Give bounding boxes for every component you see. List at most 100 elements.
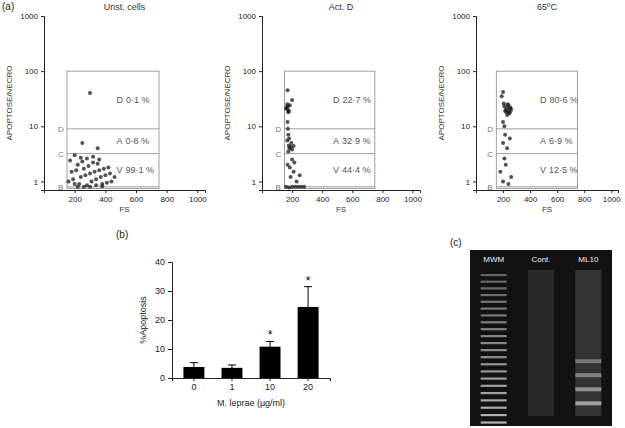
tick-label: 600 (130, 195, 144, 204)
plot-area (183, 287, 318, 378)
axis: 1101001000 (238, 12, 262, 190)
axis: 1101001000 (452, 12, 476, 190)
tick-mark (259, 16, 262, 17)
point (502, 157, 506, 161)
error-bar (190, 363, 198, 372)
tick-mark (105, 190, 106, 193)
tick-label: 100 (457, 67, 471, 76)
tick-mark (168, 349, 172, 350)
gel-band (481, 392, 507, 394)
y-axis-title: APOPTOSE/NECRO (437, 66, 446, 141)
tick: 1000 (20, 12, 44, 21)
point (91, 155, 95, 159)
point (102, 167, 106, 171)
gel-band (575, 373, 601, 377)
tick-mark (352, 190, 353, 193)
tick-mark (168, 378, 172, 379)
point (88, 171, 92, 175)
gate-line (496, 128, 577, 129)
region-value: 6·9 % (549, 136, 573, 146)
scatter-chart: DCBD0·1 %A0·8 %V99·1 %110100100020040060… (5, 2, 207, 214)
point (83, 173, 87, 177)
point (79, 156, 83, 160)
gel-band (481, 274, 507, 276)
point (286, 127, 290, 131)
region-label: V44·4 % (333, 165, 371, 175)
gate-line-label: C (58, 150, 64, 159)
region-name: A (116, 136, 122, 146)
tick: 40 (155, 257, 172, 267)
tick: 400 (316, 190, 330, 204)
gel-band (575, 401, 601, 405)
point (502, 101, 506, 105)
region-name: V (540, 165, 546, 175)
point (502, 124, 506, 128)
point (288, 165, 292, 169)
tick: 600 (346, 190, 360, 204)
tick-mark (611, 190, 612, 193)
gate-line (67, 128, 159, 129)
point (290, 147, 294, 151)
point (67, 179, 71, 183)
tick-mark (168, 291, 172, 292)
axis: 2004006008001000 (45, 190, 208, 204)
tick-mark (259, 71, 262, 72)
region-value: 32·9 % (342, 136, 371, 146)
point (105, 181, 109, 185)
gel-band (481, 335, 507, 337)
point (508, 110, 512, 114)
gate (67, 71, 159, 188)
tick-mark (292, 190, 293, 193)
region-value: 0·1 % (126, 95, 150, 105)
gel-band (481, 356, 507, 358)
tick: 1 (252, 178, 262, 187)
gel-band (481, 294, 507, 296)
points (498, 90, 513, 186)
x-axis-title: FS (542, 205, 552, 214)
tick: 800 (376, 190, 390, 204)
region-value: 44·4 % (342, 165, 371, 175)
tick-mark (197, 190, 198, 193)
point (287, 137, 291, 141)
tick-mark (503, 190, 504, 193)
tick-mark (41, 181, 44, 182)
gate-line-label: D (58, 125, 64, 134)
point (504, 163, 508, 167)
tick-mark (473, 16, 476, 17)
tick-mark (168, 320, 172, 321)
point (290, 98, 294, 102)
tick: 1000 (404, 190, 422, 204)
point (74, 168, 78, 172)
tick-mark (473, 71, 476, 72)
tick-label: 0 (160, 373, 165, 383)
tick-label: 20 (155, 315, 165, 325)
tick-label: 600 (346, 195, 360, 204)
tick: 100 (457, 67, 476, 76)
point (509, 175, 513, 179)
tick-mark (193, 378, 194, 381)
tick-label: 400 (524, 195, 538, 204)
figure: (a)DCBD0·1 %A0·8 %V99·1 %110100100020040… (0, 0, 625, 428)
point (94, 177, 98, 181)
point (113, 175, 117, 179)
point (100, 184, 104, 188)
gel-background (470, 250, 612, 426)
point (82, 167, 86, 171)
point (501, 90, 505, 94)
gel-band (481, 421, 507, 423)
tick-mark (412, 190, 413, 193)
gel-band (481, 328, 507, 330)
annotation: * (268, 328, 273, 342)
axis-line (173, 379, 331, 382)
plot-area (496, 71, 577, 188)
point (506, 182, 510, 186)
region-value: 22·7 % (343, 95, 372, 105)
tick-label: 1000 (603, 195, 621, 204)
tick-label: 10 (29, 122, 38, 131)
gel-band (481, 287, 507, 289)
gate-line (496, 186, 577, 187)
gel-band (481, 407, 507, 409)
point (501, 120, 505, 124)
tick: 10 (265, 378, 275, 392)
point (96, 146, 100, 150)
